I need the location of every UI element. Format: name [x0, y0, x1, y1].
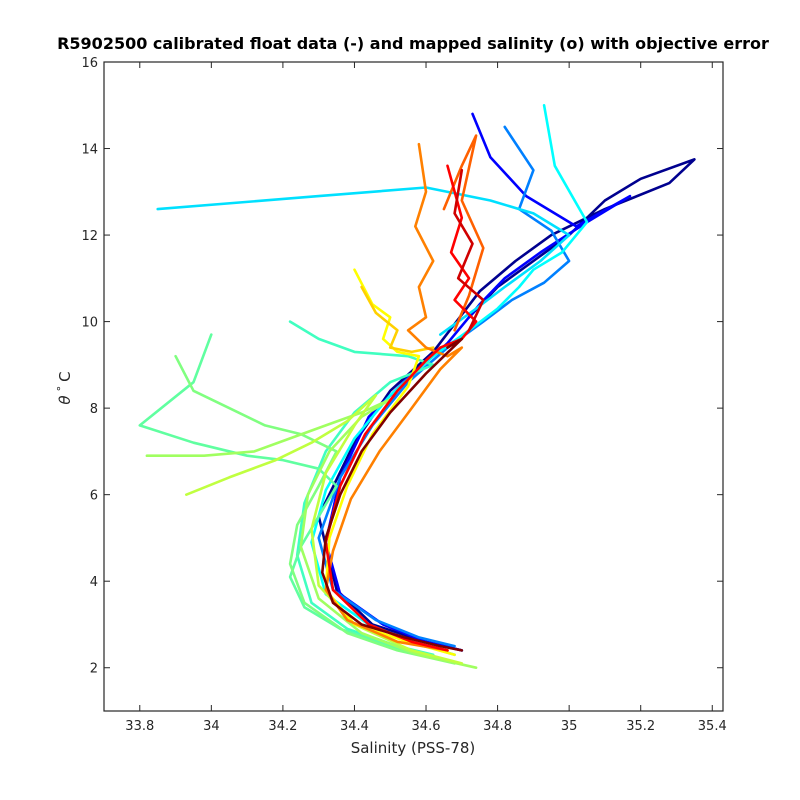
- series-line-16: [320, 337, 464, 652]
- y-axis-label-theta: θ: [56, 395, 74, 404]
- y-axis-label: θ ° C: [55, 371, 74, 404]
- x-tick-label: 35.4: [698, 719, 727, 734]
- series-line-5: [288, 320, 435, 657]
- series-line-14: [324, 164, 478, 652]
- y-tick-label: 10: [81, 316, 98, 331]
- axes-box: [103, 61, 724, 712]
- y-tick-label: 16: [81, 56, 98, 71]
- y-tick-label: 14: [81, 143, 98, 158]
- series-line-11: [360, 285, 435, 354]
- series-line-10: [324, 268, 456, 657]
- series-line-1: [324, 112, 632, 652]
- y-tick-label: 2: [90, 662, 98, 677]
- x-tick-label: 33.8: [125, 719, 154, 734]
- series-line-7: [174, 354, 456, 665]
- x-tick-label: 34.4: [340, 719, 369, 734]
- series-line-3: [310, 104, 589, 657]
- x-tick-label: 34.2: [268, 719, 297, 734]
- series-line-4: [156, 186, 571, 336]
- x-tick-label: 35.2: [626, 719, 655, 734]
- series-line-0: [317, 158, 696, 652]
- y-axis-label-degree: °: [55, 386, 68, 392]
- x-axis-label: Salinity (PSS-78): [351, 739, 476, 757]
- y-tick-label: 4: [90, 575, 98, 590]
- series-layer: [138, 104, 696, 670]
- x-axis: 33.8 34 34.2 34.4 34.6 34.8 35 35.2 35.4: [125, 62, 727, 734]
- x-tick-label: 35: [561, 719, 578, 734]
- x-tick-label: 34.8: [483, 719, 512, 734]
- y-axis: 2 4 6 8 10 12 14 16: [81, 56, 723, 677]
- x-tick-label: 34: [203, 719, 220, 734]
- series-line-6: [138, 333, 442, 661]
- series-line-12: [324, 142, 464, 652]
- series-line-13: [442, 134, 485, 332]
- y-tick-label: 6: [90, 489, 98, 504]
- chart-title: R5902500 calibrated float data (-) and m…: [57, 34, 769, 53]
- series-line-9: [185, 393, 464, 665]
- series-line-2: [317, 125, 571, 648]
- x-tick-label: 34.6: [412, 719, 441, 734]
- y-tick-label: 12: [81, 229, 98, 244]
- series-line-15: [453, 168, 485, 332]
- y-tick-label: 8: [90, 402, 98, 417]
- y-axis-label-unit: C: [56, 371, 74, 381]
